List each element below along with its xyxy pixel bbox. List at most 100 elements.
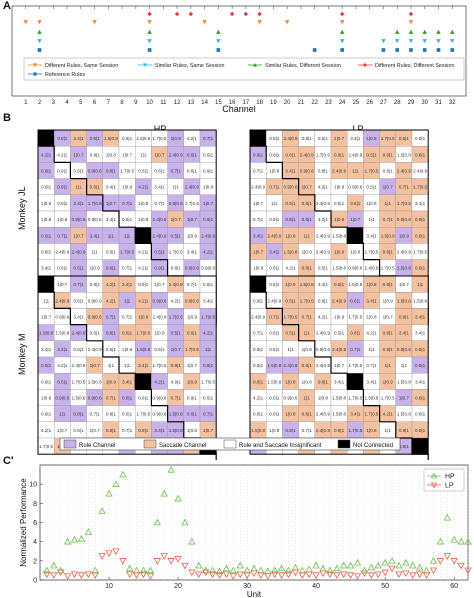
cell-value: 1|0.7 [122,152,133,157]
y-tick-label: 10 [29,482,37,489]
cell-value: 4.2|1 [154,379,165,384]
cell-value: 3.4|1 [366,233,377,238]
cell-value: 1|1 [304,331,311,336]
cell-value: 0.8|1 [203,282,214,287]
cell-value: 0.5|1 [138,169,149,174]
cell-value: 4.2|1 [285,266,296,271]
data-point-lp [195,571,203,579]
cell-value: 0.6|1 [383,250,394,255]
cell-value: 3.4|1 [73,315,84,320]
data-point-lp [50,572,58,580]
cell-value: 1.5|0.8 [332,412,346,417]
cell-value: 1.5|0.8 [104,136,118,141]
panel-c-chart: 10 20 30 40 50 60 0 2 4 6 8 10 Unit Normalized Perfor… [19,464,472,598]
cell-value: 3.4|1 [253,233,264,238]
data-point-lp [319,570,327,578]
data-point-hp [153,518,162,526]
channel-marker [188,11,194,17]
channel-marker [257,11,262,17]
channel-tick-label: 1 [24,100,28,106]
data-point-hp [271,566,279,574]
cell-value: 4.2|1 [138,185,149,190]
cell-value: 1|1 [92,250,99,255]
data-point-lp [443,553,451,560]
cell-value: 1|0.9 [285,282,296,287]
data-point-hp [98,507,106,514]
data-point-lp [77,572,86,580]
data-point-hp [402,558,410,566]
cell-value: 0.9|0.6 [88,396,102,401]
x-tick-label: 60 [450,583,458,590]
cell-value: 1|0.7 [171,217,182,222]
cell-value: 1|0.7 [57,428,68,433]
cell-value: 1.7|0.5 [413,250,427,255]
data-point-lp [415,571,424,579]
legend-marker [430,472,438,479]
data-point-lp [119,558,127,565]
cell-value: 0.8|1 [415,347,426,352]
cell-value: 1|0.8 [366,282,377,287]
cell-value: 0.9|0.6 [300,169,314,174]
cell-value: 2.4|0.9 [316,363,330,368]
data-point-hp [340,561,348,569]
cell-value: 1|0.9 [138,201,149,206]
cell-value: 0.8|1 [302,201,313,206]
cell-value: 1|0.7 [203,428,214,433]
cell-value: 3.4|1 [415,315,426,320]
cell-value: 1|0.9 [334,315,345,320]
cell-value: 0.6|1 [269,331,280,336]
cell-value: 2.4|0.9 [284,136,298,141]
data-point-lp [464,567,472,575]
cell-value: 0.6|1 [415,428,426,433]
channel-marker [394,39,400,44]
cell-value: 1|0.7 [57,282,68,287]
heatmap-cell [347,227,364,244]
cell-value: 0.9|1 [203,363,214,368]
cell-value: 4.2|1 [57,347,68,352]
cell-value: 2.4|0.9 [316,250,330,255]
cell-value: 1|0.7 [187,363,198,368]
data-point-hp [353,558,362,566]
panel-a-legend [23,57,465,81]
heatmap-grid-hp-m: 1|0.7 0.7|1 0.9|1 4.2|1 3.4|1 0.6|1 1|0.7 2.4|0… [37,275,217,460]
data-point-hp [160,489,168,497]
cell-value: 1.5|0.8 [381,233,395,238]
cell-value: 0.5|1 [399,136,410,141]
heatmap-cell [249,275,267,293]
channel-tick-label: 22 [311,100,318,106]
cell-value: 1|0.7 [106,201,117,206]
cell-value: 0.9|0.6 [55,315,69,320]
cell-value: 0.8|1 [138,428,149,433]
cell-value: 0.8|1 [269,347,280,352]
channel-marker [37,29,42,34]
data-point-lp [395,571,403,579]
cell-value: 0.7|1 [399,185,410,190]
cell-value: 0.8|1 [302,136,313,141]
cell-value: 0.5|1 [203,396,214,401]
cell-value: 0.8|1 [73,412,84,417]
cell-value: 1.7|0.5 [365,250,379,255]
data-point-lp [84,571,93,579]
cell-value: 0.6|1 [90,136,101,141]
channel-tick-label: 31 [435,100,442,106]
cell-value: 1|0.9 [171,136,182,141]
heatmap-cell [135,373,152,390]
data-point-lp [284,571,293,579]
cell-value: 2.4|0.9 [316,331,330,336]
cell-value: 0.7|1 [122,201,133,206]
cell-value: 0.9|1 [415,217,426,222]
cell-value: 1.7|0.5 [201,379,215,384]
cluster-boundary [250,291,429,460]
cell-value: 1|0.8 [154,331,165,336]
cell-value: 2.4|0.9 [413,169,427,174]
legend-label: Rule and Saccade Insignificant [239,443,322,449]
data-point-hp [381,558,389,566]
cell-value: 0.9|1 [399,428,410,433]
cell-value: 3.4|1 [154,428,165,433]
data-point-hp [188,537,196,545]
data-point-hp [222,564,231,572]
data-point-lp [450,558,458,565]
channel-tick-label: 5 [79,100,83,106]
cell-value: 4.2|1 [57,363,68,368]
cell-value: 1|0.8 [41,217,52,222]
